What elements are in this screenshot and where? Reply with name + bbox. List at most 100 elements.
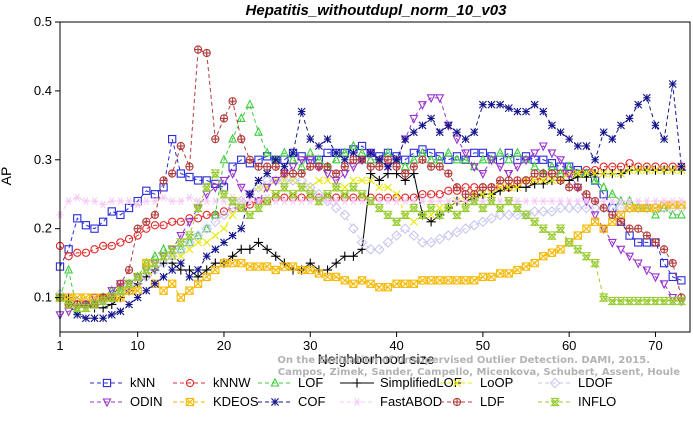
data-point-loop: [608, 169, 617, 178]
data-point-knnw: [73, 248, 82, 257]
data-point-cof: [297, 107, 306, 116]
data-point-knnw: [159, 221, 168, 230]
data-point-knnw: [124, 234, 134, 244]
legend-marker: [102, 378, 112, 388]
legend-label: LDF: [480, 394, 505, 409]
legend-marker: [185, 378, 195, 388]
data-point-cof: [314, 142, 323, 150]
data-point-knnw: [168, 217, 177, 226]
data-point-ldof: [399, 223, 411, 235]
data-point-inflo: [538, 224, 549, 234]
data-point-lof: [176, 243, 186, 253]
data-point-knn: [168, 134, 177, 144]
data-point-loop: [219, 224, 228, 233]
legend-item-cof: COF: [258, 394, 326, 409]
data-point-ldf: [470, 190, 479, 199]
data-point-knn: [124, 203, 134, 213]
data-point-ldf: [383, 155, 393, 164]
data-point-odin: [495, 163, 505, 173]
data-point-ldf: [142, 217, 151, 226]
data-point-lof: [435, 154, 445, 164]
data-point-knnw: [418, 190, 427, 199]
data-point-lof: [159, 243, 169, 253]
legend-label: FastABOD: [380, 394, 442, 409]
data-point-ldf: [530, 169, 539, 178]
data-point-cof: [582, 142, 591, 150]
data-point-knn: [90, 224, 99, 233]
data-point-knn: [444, 155, 453, 164]
data-point-ldf: [659, 245, 669, 254]
data-point-odin: [323, 170, 333, 179]
data-point-inflo: [132, 272, 143, 282]
data-point-kdeos: [426, 276, 436, 285]
x-tick-label: 30: [303, 338, 317, 353]
plot-frame: [59, 21, 691, 333]
data-point-ldof: [348, 223, 359, 235]
data-point-inflo: [296, 183, 307, 192]
data-point-ldof: [382, 237, 394, 248]
data-point-kdeos: [383, 283, 393, 292]
data-point-lof: [254, 126, 263, 136]
data-point-cof: [280, 162, 289, 171]
data-point-lof: [461, 154, 471, 164]
data-point-ldof: [330, 202, 342, 214]
data-point-fastabod: [289, 197, 297, 205]
data-point-ldf: [159, 176, 168, 185]
data-point-cof: [573, 142, 582, 150]
data-point-kdeos: [530, 258, 539, 268]
data-point-inflo: [227, 196, 238, 206]
data-point-fastabod: [306, 197, 314, 205]
data-point-knn: [470, 148, 479, 158]
data-point-ldof: [442, 230, 454, 241]
data-point-ldof: [486, 212, 497, 224]
data-point-knn: [107, 207, 116, 216]
data-point-fastabod: [548, 197, 556, 205]
data-point-loop: [668, 166, 677, 175]
x-tick-label: 70: [648, 338, 662, 353]
data-point-ldf: [573, 183, 582, 192]
series-ldof: [54, 175, 687, 310]
data-point-fastabod: [556, 197, 565, 205]
legend-item-odin: ODIN: [90, 394, 163, 409]
data-point-odin: [64, 307, 74, 317]
y-tick-label: 0.5: [34, 14, 52, 29]
data-point-inflo: [150, 258, 160, 268]
data-point-ldf: [599, 203, 608, 213]
data-point-fastabod: [142, 197, 150, 205]
data-point-kdeos: [332, 272, 341, 282]
data-point-cof: [125, 300, 134, 309]
data-point-cof: [194, 266, 203, 274]
legend: kNN kNNW LOF SimplifiedLOF LoOP LDOF ODIN KDEOS…: [90, 375, 616, 409]
data-point-knn: [73, 214, 82, 223]
data-point-kdeos: [280, 262, 289, 271]
data-point-loop: [409, 217, 418, 226]
data-point-lof: [262, 147, 272, 157]
data-point-kdeos: [409, 279, 418, 288]
data-point-odin: [107, 287, 117, 297]
data-point-fastabod: [298, 197, 306, 205]
data-point-inflo: [167, 245, 178, 254]
data-point-kdeos: [211, 265, 220, 275]
data-point-inflo: [512, 203, 523, 213]
data-point-cof: [599, 128, 608, 137]
y-axis-title: AP: [0, 167, 14, 186]
legend-label: kNNW: [213, 375, 251, 390]
data-point-knn: [81, 221, 91, 230]
data-point-loop: [211, 231, 220, 240]
data-point-loop: [194, 238, 203, 247]
data-point-kdeos: [366, 279, 375, 288]
data-point-inflo: [443, 203, 454, 213]
data-point-kdeos: [168, 279, 177, 288]
data-point-cof: [427, 114, 436, 123]
data-point-inflo: [141, 265, 152, 275]
data-point-cof: [168, 266, 177, 274]
data-point-kdeos: [642, 203, 651, 213]
data-point-ldof: [123, 281, 135, 293]
data-point-knnw: [202, 210, 211, 220]
data-point-inflo: [270, 190, 281, 199]
data-point-inflo: [236, 203, 247, 213]
data-point-ldof: [373, 243, 385, 255]
data-point-knn: [677, 276, 686, 285]
data-point-ldof: [227, 202, 238, 214]
